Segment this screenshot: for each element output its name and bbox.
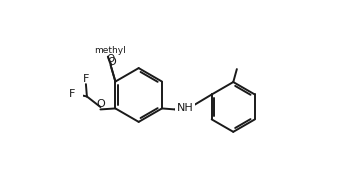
Text: O: O	[106, 54, 114, 64]
Text: NH: NH	[177, 103, 193, 113]
Text: O: O	[96, 99, 105, 109]
Text: F: F	[83, 74, 89, 84]
Text: methyl: methyl	[94, 46, 126, 55]
Text: O: O	[107, 57, 116, 67]
Text: F: F	[69, 89, 76, 99]
